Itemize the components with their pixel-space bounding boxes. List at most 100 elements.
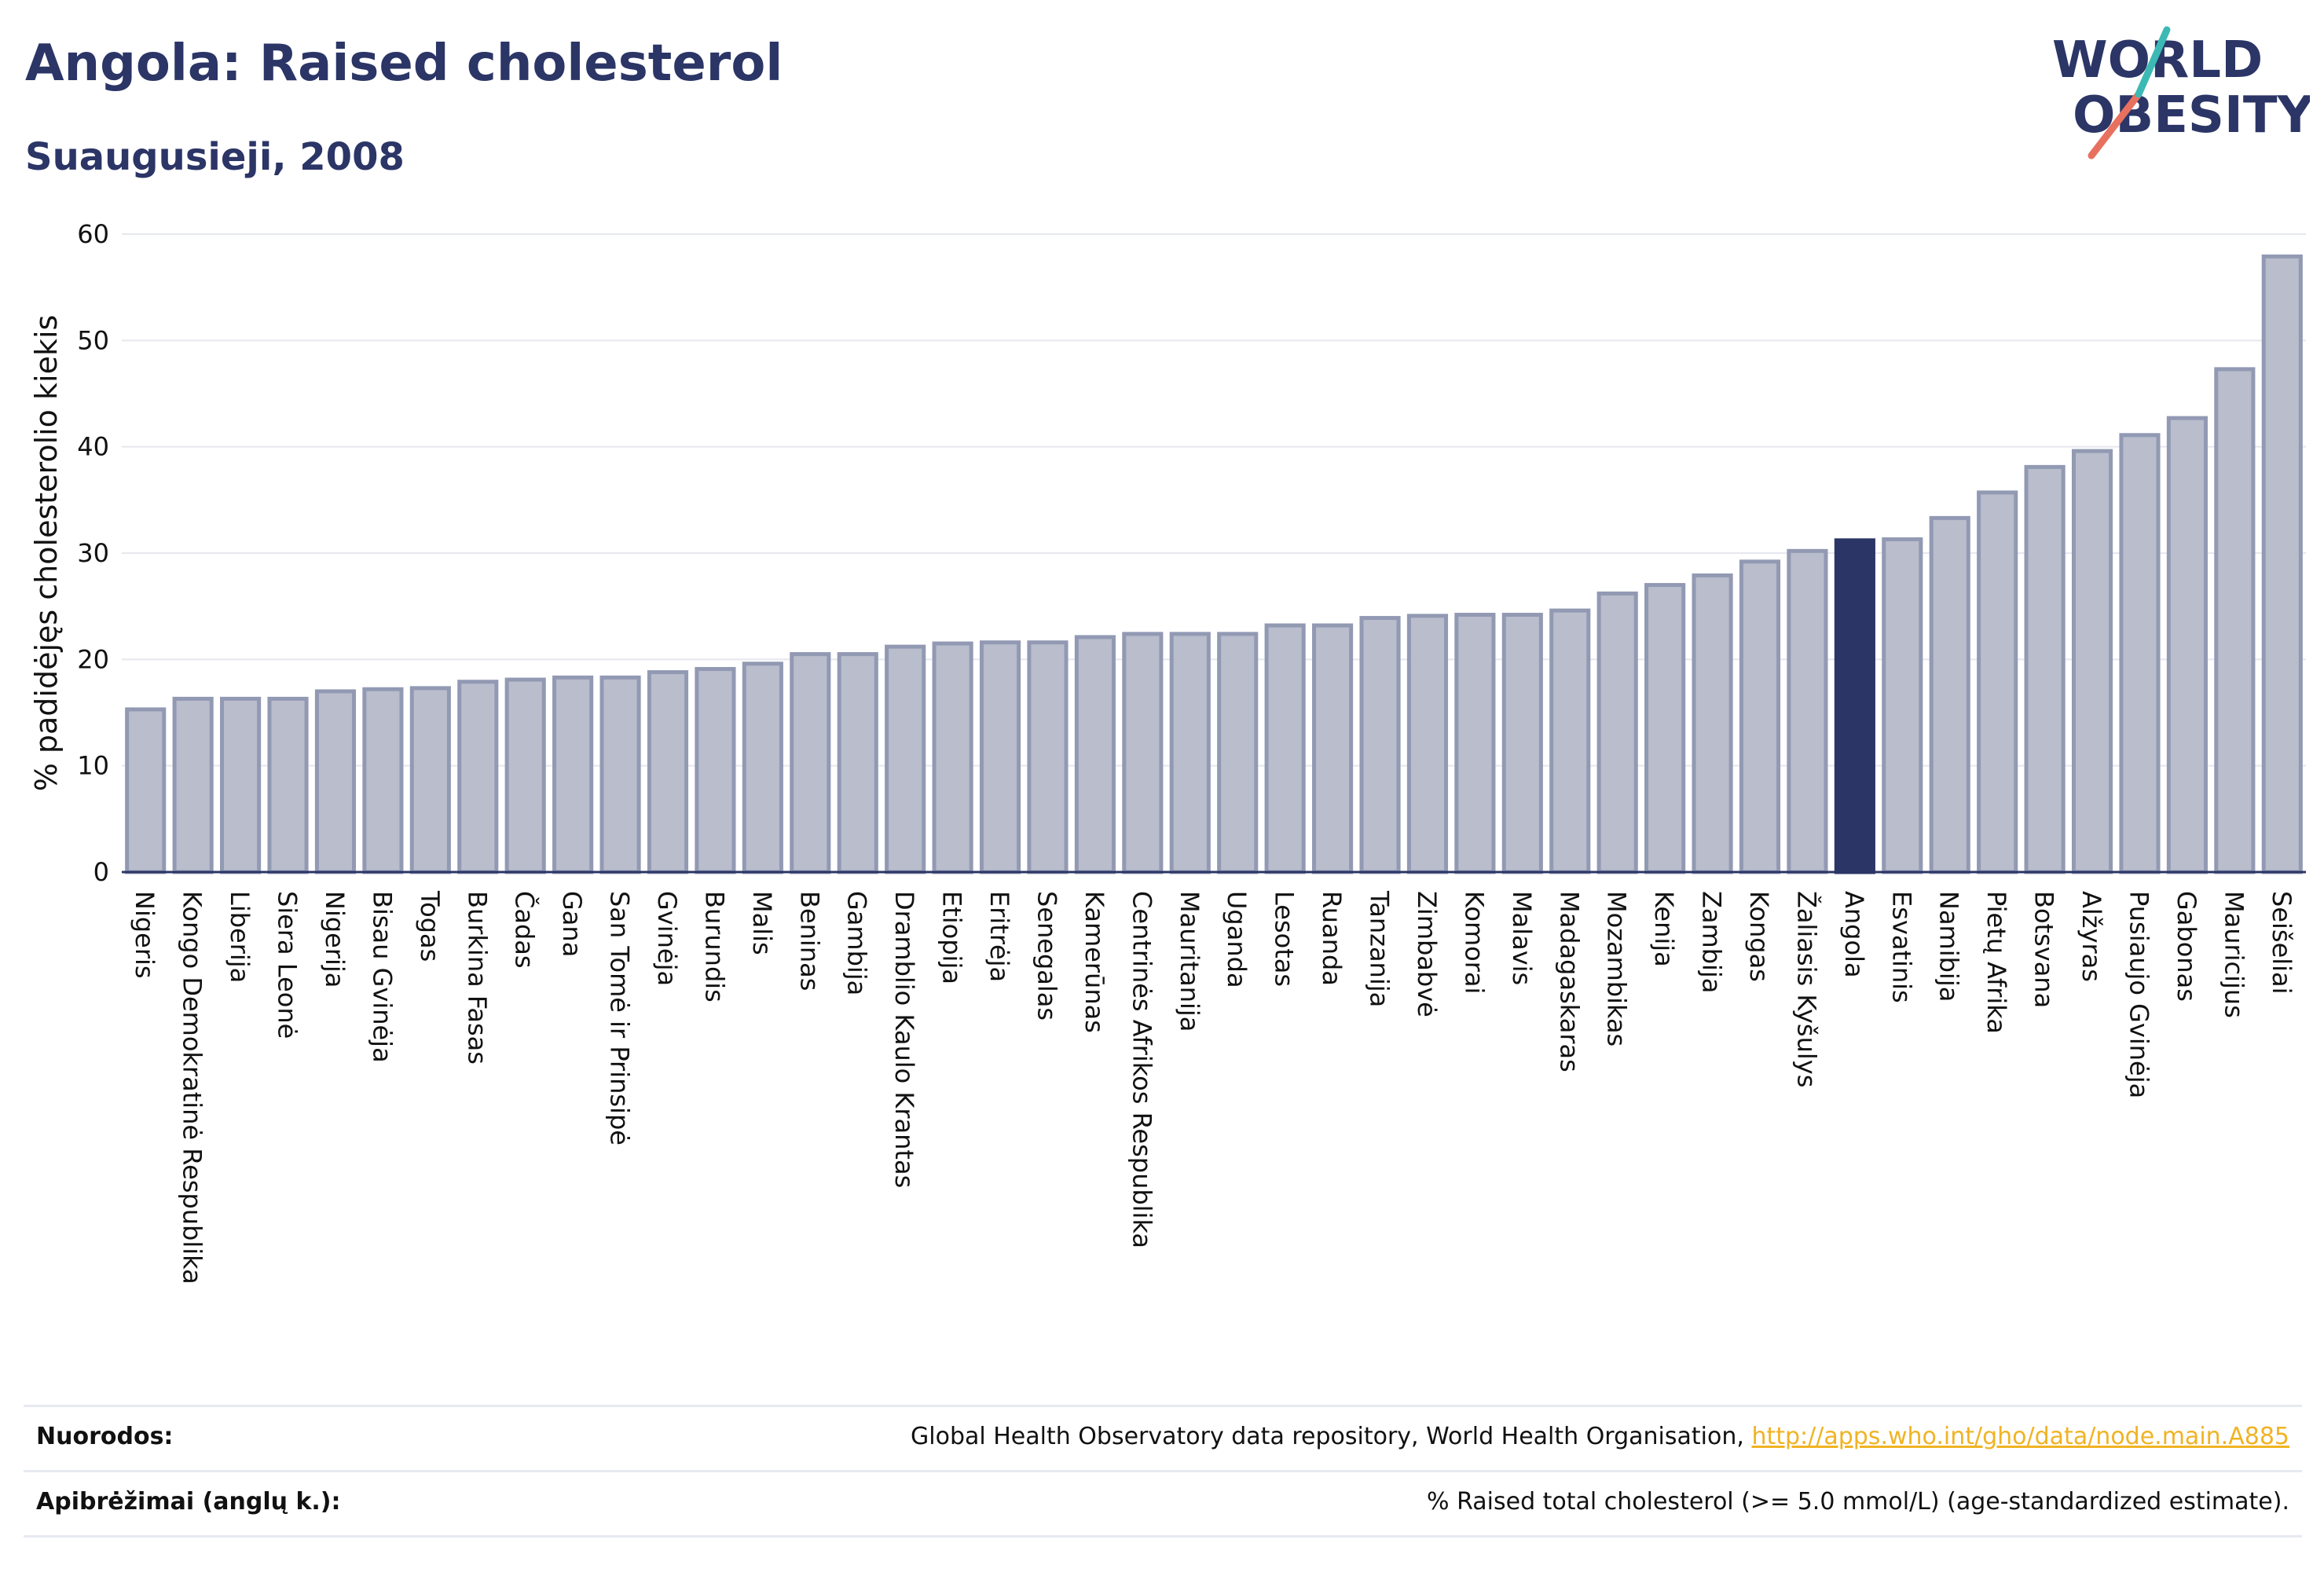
sources-row: Nuorodos: Global Health Observatory data…: [24, 1405, 2302, 1470]
x-tick-label: Botsvana: [2029, 891, 2059, 1008]
x-tick-label: Ruanda: [1317, 891, 1347, 986]
world-obesity-logo: WORLD OBESITY: [2052, 26, 2310, 159]
x-tick-label: Gabonas: [2172, 891, 2201, 1002]
bar: [267, 696, 309, 874]
bar: [1596, 591, 1638, 874]
bar: [1501, 612, 1543, 874]
y-tick-label: 10: [77, 751, 109, 781]
logo-line-1: WORLD: [2052, 31, 2263, 90]
bar: [1929, 515, 1970, 874]
chart-subtitle: Suaugusieji, 2008: [25, 135, 405, 179]
bar: [1122, 632, 1164, 874]
x-tick-label: Malis: [747, 891, 777, 955]
chart-footer: Nuorodos: Global Health Observatory data…: [24, 1405, 2302, 1538]
x-tick-label: Etiopija: [937, 891, 967, 984]
x-tick-label: Togas: [415, 890, 445, 962]
bar: [1739, 559, 1781, 874]
logo-line-2: OBESITY: [2073, 86, 2310, 145]
x-tick-label: Seišeliai: [2267, 891, 2297, 995]
x-tick-label: Dramblio Kaulo Krantas: [889, 891, 919, 1188]
bars: [125, 254, 2303, 874]
x-tick-label: Burundis: [699, 891, 729, 1002]
bar: [979, 640, 1021, 874]
bar: [1549, 608, 1591, 874]
sources-value: Global Health Observatory data repositor…: [911, 1423, 2289, 1450]
bar: [2024, 464, 2066, 874]
sources-text: Global Health Observatory data repositor…: [911, 1423, 1752, 1450]
chart-title: Angola: Raised cholesterol: [25, 35, 783, 93]
x-tick-label: Mozambikas: [1602, 891, 1632, 1046]
bar: [172, 696, 214, 874]
bar: [125, 707, 167, 874]
bar: [1977, 490, 2018, 874]
bar: [1027, 640, 1069, 874]
bar: [409, 686, 451, 874]
x-tick-label: Burkina Fasas: [462, 891, 492, 1065]
bar: [1882, 537, 1923, 874]
x-tick-label: San Tomė ir Prinsipė: [605, 891, 635, 1145]
bar: [1359, 616, 1401, 874]
x-tick-label: Mauritanija: [1175, 891, 1204, 1032]
sources-link[interactable]: http://apps.who.int/gho/data/node.main.A…: [1751, 1423, 2289, 1450]
bar: [457, 680, 499, 874]
bar: [742, 662, 783, 874]
x-tick-label: Lesotas: [1270, 891, 1299, 987]
x-tick-label: Bisau Gvinėja: [367, 891, 397, 1063]
bar: [552, 675, 594, 874]
x-tick-label: Uganda: [1222, 891, 1252, 988]
y-tick-label: 40: [77, 432, 109, 462]
x-tick-label: Nigeris: [130, 891, 159, 979]
sources-label: Nuorodos:: [36, 1423, 174, 1450]
x-tick-label: Namibija: [1934, 891, 1964, 1002]
bar: [2071, 449, 2113, 874]
bar: [2166, 416, 2208, 874]
x-tick-label: Zimbabvė: [1412, 891, 1442, 1017]
x-tick-label: Gana: [557, 891, 587, 957]
definitions-value: % Raised total cholesterol (>= 5.0 mmol/…: [1427, 1488, 2289, 1516]
bar: [1787, 548, 1828, 874]
definitions-label: Apibrėžimai (anglų k.):: [36, 1488, 341, 1516]
x-tick-label: Centrinės Afrikos Respublika: [1127, 891, 1157, 1248]
bar: [1217, 632, 1259, 874]
bar: [314, 689, 357, 874]
bar: [1454, 612, 1496, 874]
x-tick-label: Nigerija: [320, 891, 350, 988]
x-tick-label: Kongo Demokratinė Respublika: [178, 891, 207, 1285]
bar: [885, 644, 926, 874]
bar: [504, 677, 546, 874]
y-tick-label: 30: [77, 538, 109, 568]
x-tick-label: Zambija: [1697, 891, 1727, 993]
bar: [1264, 623, 1306, 874]
bar-highlight: [1834, 538, 1875, 874]
bar: [695, 667, 736, 874]
x-tick-label: Siera Leonė: [273, 891, 302, 1039]
x-tick-label: Malavis: [1507, 891, 1537, 985]
x-tick-label: Pietų Afrika: [1981, 891, 2011, 1034]
x-tick-label: Mauricijus: [2219, 891, 2249, 1018]
y-tick-label: 20: [77, 644, 109, 674]
y-axis-title: % padidėjęs cholesterolio kiekis: [29, 315, 64, 792]
y-tick-label: 50: [77, 325, 109, 355]
x-tick-label: Tanzanija: [1365, 890, 1395, 1007]
x-tick-label: Senegalas: [1032, 891, 1061, 1021]
x-tick-label: Esvatinis: [1886, 891, 1916, 1003]
bar: [1406, 614, 1449, 874]
bar: [1692, 573, 1733, 874]
bar: [220, 696, 262, 874]
x-tick-label: Liberija: [225, 891, 255, 983]
x-tick-label: Kamerūnas: [1080, 891, 1109, 1033]
bar: [790, 652, 831, 874]
bar: [1169, 632, 1211, 874]
bar: [647, 670, 689, 874]
x-tick-label: Žaliasis Kyšulys: [1791, 891, 1821, 1087]
bar: [837, 652, 878, 874]
x-axis-labels: Nigeris Kongo Demokratinė Respublika Liber…: [130, 890, 2297, 1285]
x-tick-label: Čadas: [510, 891, 541, 969]
bar: [932, 641, 973, 874]
bar: [362, 687, 404, 874]
bar: [2261, 254, 2303, 874]
y-tick-label: 0: [93, 857, 109, 887]
x-tick-label: Alžyras: [2077, 891, 2106, 982]
x-tick-label: Madagaskaras: [1554, 891, 1584, 1072]
y-axis-ticks: 0 10 20 30 40 50 60: [77, 219, 109, 887]
